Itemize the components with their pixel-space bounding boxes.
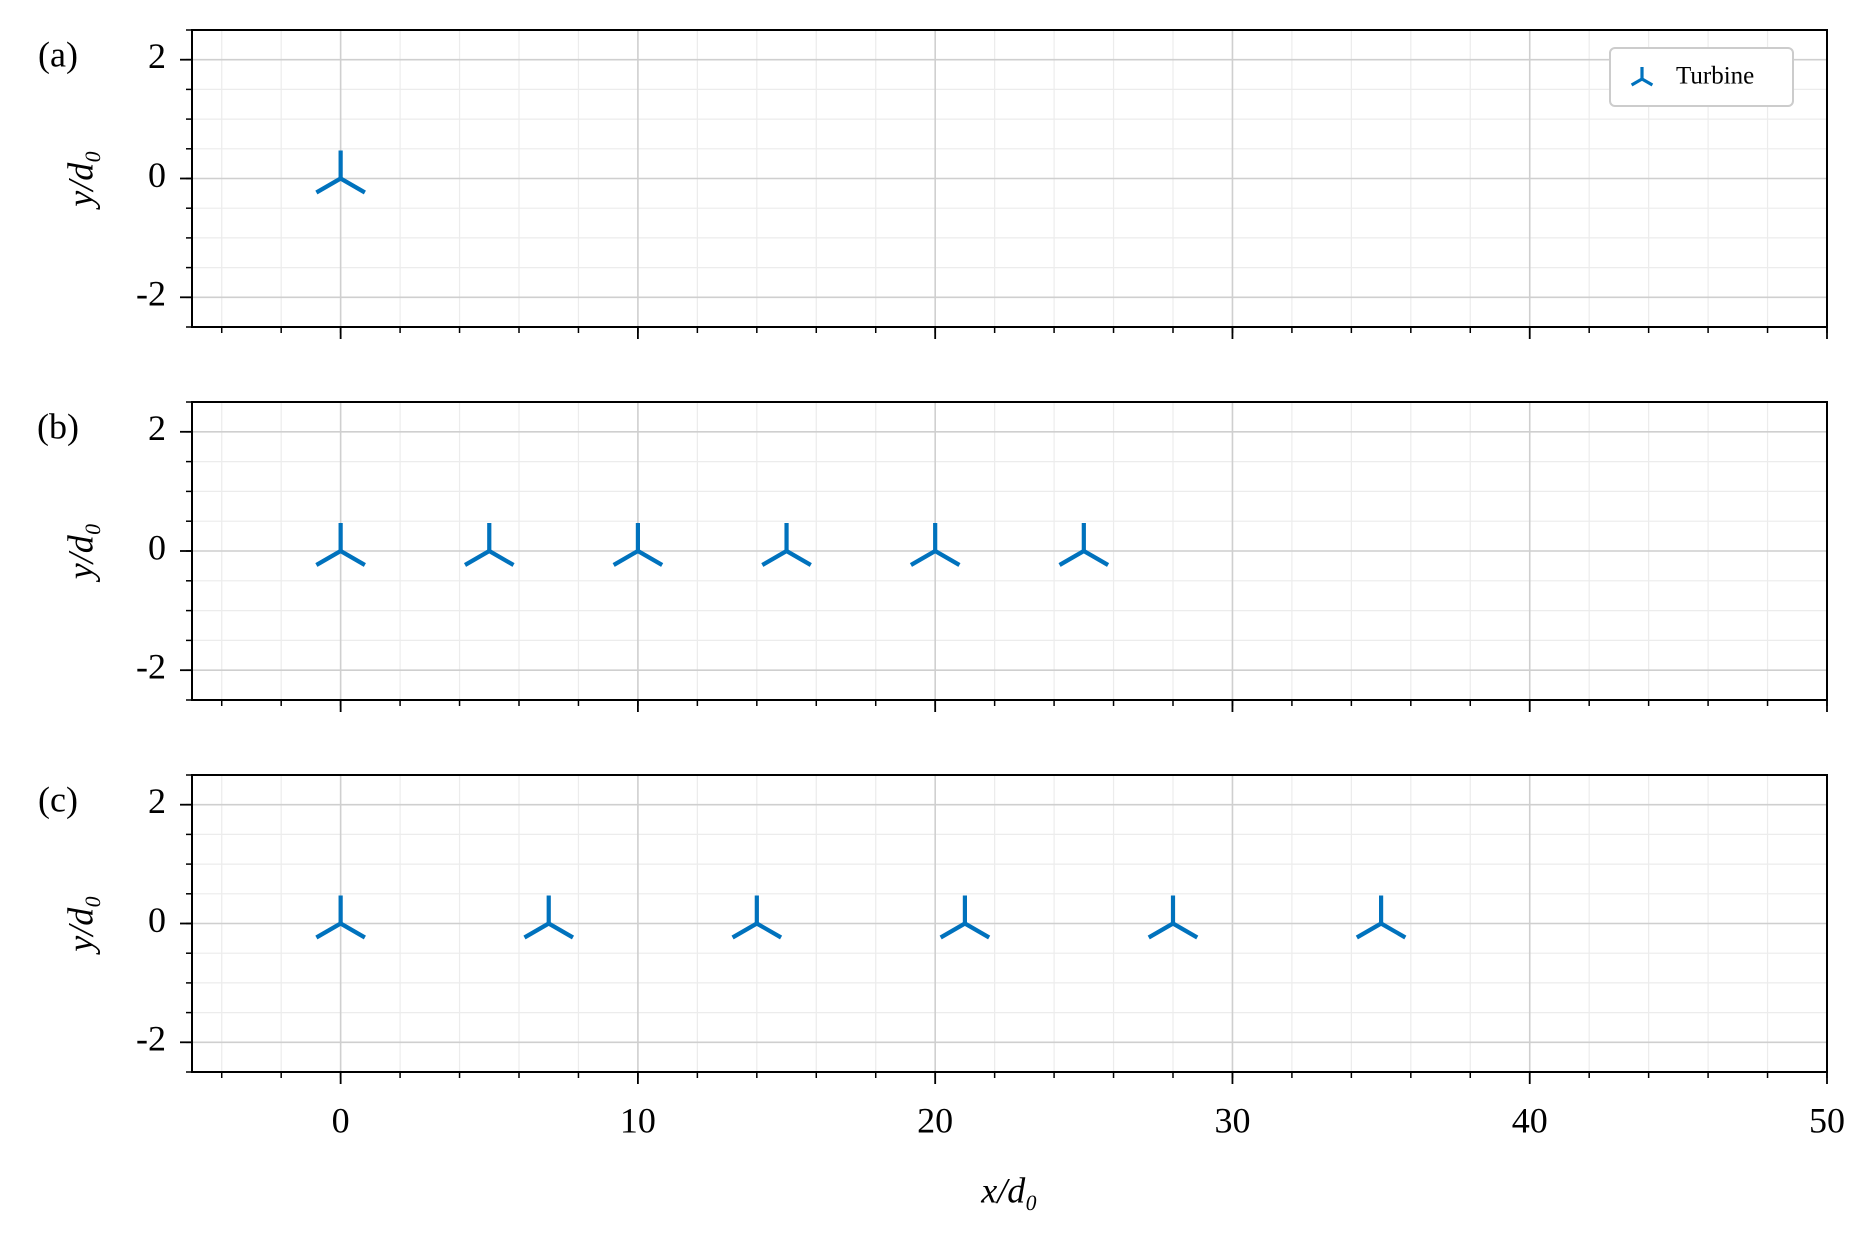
y-tick-label: 2: [148, 36, 166, 76]
marker-arm: [1380, 921, 1407, 940]
y-axis-label: y/d₀: [60, 895, 100, 955]
marker-arm: [731, 921, 758, 940]
turbine-marker: [1355, 895, 1407, 940]
turbine-marker: [315, 523, 366, 567]
marker-arm: [761, 549, 788, 567]
marker-arm: [1641, 77, 1654, 87]
marker-arm: [1058, 549, 1085, 567]
x-tick-label: 20: [917, 1100, 953, 1140]
marker-arm: [1171, 921, 1199, 940]
y-tick-label: -2: [136, 1019, 166, 1059]
marker-arm: [1082, 549, 1110, 567]
axes-frame: [191, 774, 1828, 1073]
legend-marker: [1630, 67, 1654, 87]
marker-arm: [939, 921, 966, 940]
marker-arm: [963, 921, 991, 940]
y-tick-label: 0: [148, 155, 166, 195]
axes-frame: [191, 29, 1828, 328]
x-axis-label: x/d₀: [980, 1170, 1038, 1210]
turbine-marker: [1147, 895, 1199, 940]
marker-arm: [636, 549, 664, 567]
turbine-marker: [909, 523, 961, 567]
panel-label: (c): [38, 779, 78, 819]
x-tick-label: 50: [1809, 1100, 1845, 1140]
turbine-marker: [315, 895, 366, 940]
marker-arm: [1355, 921, 1383, 940]
marker-arm: [909, 549, 937, 567]
turbine-marker: [612, 523, 664, 567]
turbine-marker: [315, 150, 366, 195]
y-tick-label: 2: [148, 781, 166, 821]
y-tick-label: -2: [136, 274, 166, 314]
turbine-marker: [761, 523, 812, 567]
marker-arm: [339, 921, 366, 940]
marker-arm: [339, 176, 366, 195]
marker-arm: [612, 549, 639, 567]
marker-arm: [339, 549, 366, 567]
axes-frame: [191, 401, 1828, 701]
turbine-marker: [1058, 523, 1110, 567]
x-tick-label: 10: [620, 1100, 656, 1140]
panel-label: (b): [37, 406, 79, 446]
legend-box: [1609, 47, 1794, 107]
x-tick-label: 40: [1512, 1100, 1548, 1140]
marker-arm: [755, 921, 783, 940]
marker-arm: [488, 549, 515, 567]
marker-arm: [1630, 77, 1643, 87]
marker-arm: [1147, 921, 1175, 940]
y-tick-label: 0: [148, 527, 166, 567]
legend-label: Turbine: [1676, 63, 1754, 90]
marker-arm: [315, 176, 342, 195]
turbine-marker: [939, 895, 991, 940]
y-tick-label: 2: [148, 408, 166, 448]
y-tick-label: 0: [148, 900, 166, 940]
marker-arm: [463, 549, 491, 567]
marker-arm: [523, 921, 550, 940]
turbine-marker: [463, 523, 515, 567]
marker-arm: [547, 921, 575, 940]
turbine-marker: [523, 895, 575, 940]
marker-arm: [785, 549, 812, 567]
x-tick-label: 0: [332, 1100, 350, 1140]
x-tick-label: 30: [1214, 1100, 1250, 1140]
panel-label: (a): [38, 34, 78, 74]
y-axis-label: y/d₀: [60, 150, 100, 210]
marker-arm: [315, 921, 342, 940]
turbine-marker: [731, 895, 783, 940]
y-tick-label: -2: [136, 646, 166, 686]
marker-arm: [315, 549, 342, 567]
y-axis-label: y/d₀: [60, 523, 100, 583]
marker-arm: [934, 549, 961, 567]
